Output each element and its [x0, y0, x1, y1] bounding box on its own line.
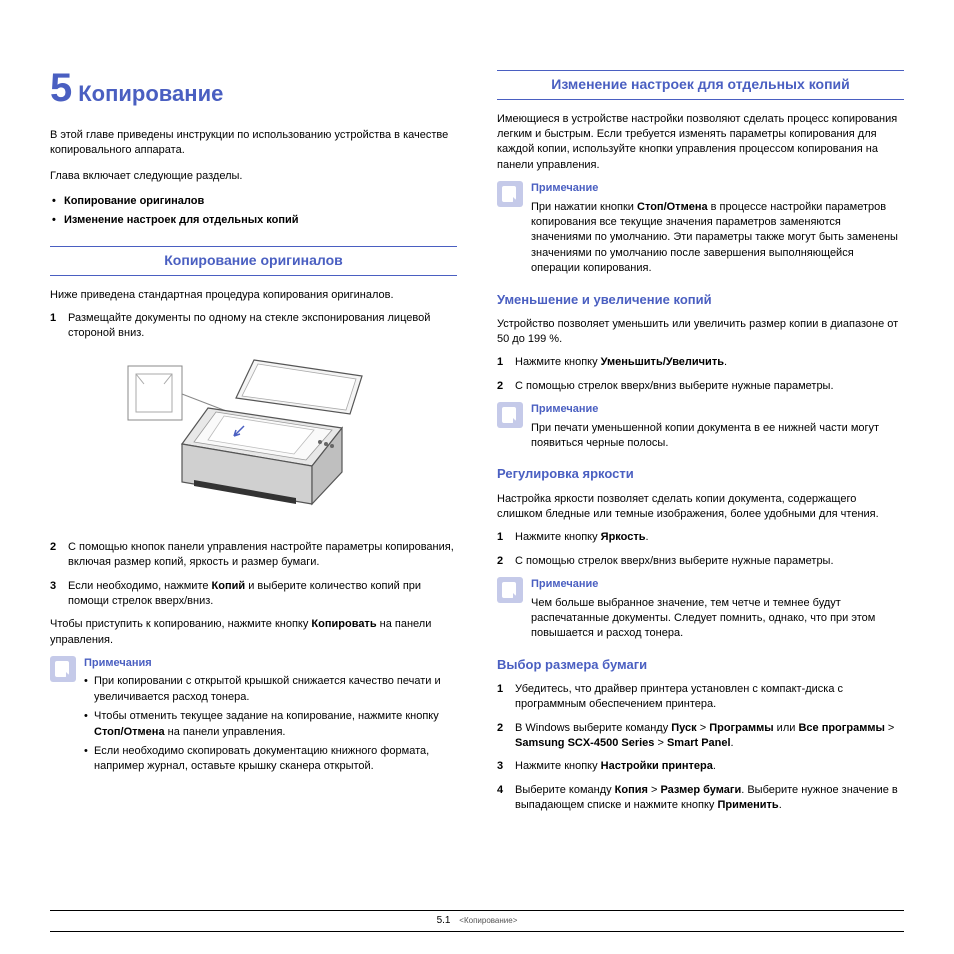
note-title: Примечание — [531, 181, 904, 196]
step-number: 2 — [497, 721, 515, 752]
intro-text-1: В этой главе приведены инструкции по исп… — [50, 128, 457, 159]
chapter-title: 5 Копирование — [50, 60, 457, 116]
note-icon — [497, 577, 523, 603]
step-text: Нажмите кнопку Яркость. — [515, 530, 904, 545]
subhead-paper: Выбор размера бумаги — [497, 656, 904, 674]
steps-list: 1 Убедитесь, что драйвер принтера устано… — [497, 682, 904, 814]
step-item: 1 Размещайте документы по одному на стек… — [50, 311, 457, 342]
note-box: Примечание Чем больше выбранное значение… — [497, 577, 904, 642]
step-text: Убедитесь, что драйвер принтера установл… — [515, 682, 904, 713]
note-icon — [497, 181, 523, 207]
footer-label: <Копирование> — [459, 916, 517, 925]
step-item: 1 Убедитесь, что драйвер принтера устано… — [497, 682, 904, 713]
copy-hint: Чтобы приступить к копированию, нажмите … — [50, 617, 457, 648]
note-icon — [50, 656, 76, 682]
step-text: Нажмите кнопку Уменьшить/Увеличить. — [515, 355, 904, 370]
steps-list: 1 Нажмите кнопку Уменьшить/Увеличить. 2 … — [497, 355, 904, 394]
note-icon — [497, 402, 523, 428]
step-text: С помощью стрелок вверх/вниз выберите ну… — [515, 554, 904, 569]
note-text: При нажатии кнопки Стоп/Отмена в процесс… — [531, 200, 904, 277]
step-text: Размещайте документы по одному на стекле… — [68, 311, 457, 342]
toc-list: Копирование оригиналов Изменение настрое… — [50, 194, 457, 228]
note-item: Чтобы отменить текущее задание на копиро… — [84, 709, 457, 740]
step-item: 2 С помощью стрелок вверх/вниз выберите … — [497, 554, 904, 569]
step-item: 2 В Windows выберите команду Пуск > Прог… — [497, 721, 904, 752]
subhead-brightness: Регулировка яркости — [497, 465, 904, 483]
note-item: Если необходимо скопировать документацию… — [84, 744, 457, 775]
steps-list: 1 Размещайте документы по одному на стек… — [50, 311, 457, 342]
note-title: Примечание — [531, 577, 904, 592]
section-header-settings: Изменение настроек для отдельных копий — [497, 70, 904, 100]
note-item: При копировании с открытой крышкой снижа… — [84, 674, 457, 705]
step-number: 1 — [497, 682, 515, 713]
page-footer: 5.1 <Копирование> — [50, 910, 904, 932]
toc-item: Изменение настроек для отдельных копий — [50, 213, 457, 228]
intro-text-2: Глава включает следующие разделы. — [50, 169, 457, 184]
note-box: Примечания При копировании с открытой кр… — [50, 656, 457, 779]
sub-desc: Настройка яркости позволяет сделать копи… — [497, 492, 904, 523]
step-text: Если необходимо, нажмите Копий и выберит… — [68, 579, 457, 610]
step-number: 1 — [497, 530, 515, 545]
step-item: 2 С помощью кнопок панели управления нас… — [50, 540, 457, 571]
step-item: 1 Нажмите кнопку Яркость. — [497, 530, 904, 545]
step-number: 4 — [497, 783, 515, 814]
page-number: 5.1 — [437, 915, 451, 926]
note-text: При печати уменьшенной копии документа в… — [531, 421, 904, 452]
note-box: Примечание При печати уменьшенной копии … — [497, 402, 904, 451]
right-column: Изменение настроек для отдельных копий И… — [497, 60, 904, 822]
step-number: 3 — [497, 759, 515, 774]
step-number: 1 — [497, 355, 515, 370]
step-text: Нажмите кнопку Настройки принтера. — [515, 759, 904, 774]
chapter-heading: Копирование — [78, 79, 223, 110]
printer-illustration — [50, 354, 457, 524]
step-item: 3 Если необходимо, нажмите Копий и выбер… — [50, 579, 457, 610]
section-desc: Имеющиеся в устройстве настройки позволя… — [497, 112, 904, 174]
steps-list: 1 Нажмите кнопку Яркость. 2 С помощью ст… — [497, 530, 904, 569]
step-item: 2 С помощью стрелок вверх/вниз выберите … — [497, 379, 904, 394]
step-number: 2 — [497, 554, 515, 569]
note-body: Примечание При печати уменьшенной копии … — [531, 402, 904, 451]
step-text: Выберите команду Копия > Размер бумаги. … — [515, 783, 904, 814]
step-item: 3 Нажмите кнопку Настройки принтера. — [497, 759, 904, 774]
step-number: 1 — [50, 311, 68, 342]
chapter-number: 5 — [50, 60, 72, 116]
step-item: 1 Нажмите кнопку Уменьшить/Увеличить. — [497, 355, 904, 370]
note-box: Примечание При нажатии кнопки Стоп/Отмен… — [497, 181, 904, 276]
step-item: 4 Выберите команду Копия > Размер бумаги… — [497, 783, 904, 814]
note-bullets: При копировании с открытой крышкой снижа… — [84, 674, 457, 774]
section-desc: Ниже приведена стандартная процедура коп… — [50, 288, 457, 303]
note-text: Чем больше выбранное значение, тем четче… — [531, 596, 904, 642]
note-title: Примечания — [84, 656, 457, 671]
left-column: 5 Копирование В этой главе приведены инс… — [50, 60, 457, 822]
sub-desc: Устройство позволяет уменьшить или увели… — [497, 317, 904, 348]
step-text: С помощью кнопок панели управления настр… — [68, 540, 457, 571]
note-body: Примечание При нажатии кнопки Стоп/Отмен… — [531, 181, 904, 276]
subhead-resize: Уменьшение и увеличение копий — [497, 291, 904, 309]
step-number: 3 — [50, 579, 68, 610]
step-number: 2 — [497, 379, 515, 394]
note-title: Примечание — [531, 402, 904, 417]
toc-item: Копирование оригиналов — [50, 194, 457, 209]
step-text: С помощью стрелок вверх/вниз выберите ну… — [515, 379, 904, 394]
note-body: Примечания При копировании с открытой кр… — [84, 656, 457, 779]
steps-list-cont: 2 С помощью кнопок панели управления нас… — [50, 540, 457, 610]
step-text: В Windows выберите команду Пуск > Програ… — [515, 721, 904, 752]
step-number: 2 — [50, 540, 68, 571]
note-body: Примечание Чем больше выбранное значение… — [531, 577, 904, 642]
section-header-copying: Копирование оригиналов — [50, 246, 457, 276]
